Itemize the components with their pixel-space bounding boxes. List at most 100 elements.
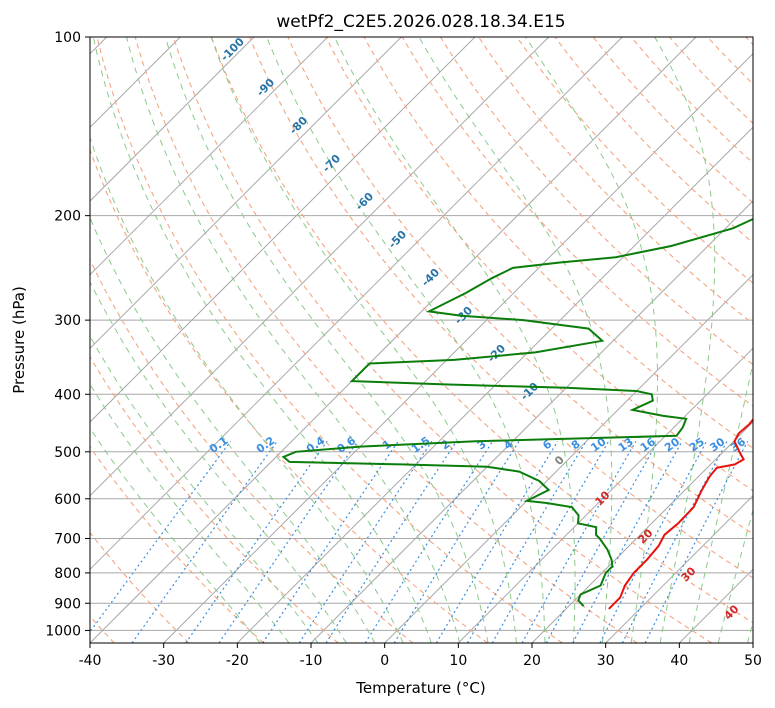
dry-adiabat-line xyxy=(325,37,753,492)
y-tick-label: 700 xyxy=(54,532,81,548)
dry-adiabat-line xyxy=(744,37,753,46)
mixing-ratio-line xyxy=(521,440,637,643)
background-lines xyxy=(90,24,775,643)
temperature-line xyxy=(608,417,753,610)
dewpoint-line xyxy=(281,217,753,607)
moist-adiabat-line xyxy=(418,37,613,643)
y-axis-label: Pressure (hPa) xyxy=(10,286,28,394)
moist-adiabat-line xyxy=(688,360,753,643)
isotherm-line xyxy=(605,494,753,643)
mixing-ratio-line xyxy=(393,440,520,643)
dry-adiabat-line xyxy=(439,37,753,366)
adiabat-label: -80 xyxy=(287,114,310,137)
mixing-ratio-line xyxy=(599,441,708,643)
adiabat-label: -60 xyxy=(353,190,376,213)
x-tick-label: 10 xyxy=(449,653,467,669)
mixing-ratio-label: 3 xyxy=(475,437,489,452)
dry-adiabat-line xyxy=(706,37,753,85)
isotherm-line xyxy=(236,126,753,643)
mixing-ratio-line xyxy=(621,441,728,643)
mixing-ratio-line xyxy=(298,440,433,643)
dry-adiabat-line xyxy=(96,37,563,643)
plot-area: 0.1 0.2 0.4 0.6 1 1.5 2 3 4 6 8 10 13 16 20 25 30 36-100-… xyxy=(90,24,775,643)
isotherm-line xyxy=(90,37,402,350)
isotherm-line xyxy=(90,37,623,571)
mixing-ratio-line xyxy=(644,441,749,643)
moist-adiabat-line xyxy=(90,216,376,643)
adiabat-label: -40 xyxy=(419,266,442,289)
moist-adiabat-line xyxy=(92,37,432,643)
y-tick-label: 400 xyxy=(54,387,81,403)
mixing-ratio-label: 0.1 xyxy=(207,434,230,456)
moist-adiabat-line xyxy=(747,620,753,643)
isotherm-line xyxy=(752,642,753,643)
y-tick-label: 800 xyxy=(54,566,81,582)
moist-adiabat-line xyxy=(164,37,489,643)
dry-adiabat-line xyxy=(287,37,753,535)
dry-adiabat-line xyxy=(771,24,775,643)
x-tick-label: 40 xyxy=(670,653,688,669)
chart-title: wetPf2_C2E5.2026.028.18.34.E15 xyxy=(276,12,565,32)
isotherm-line xyxy=(678,568,753,643)
adiabat-label: -90 xyxy=(254,76,277,99)
moist-adiabat-line xyxy=(90,335,319,643)
y-axis: 100 200 300 400 500 600 700 800 900 1000 xyxy=(45,30,90,639)
adiabat-label: 20 xyxy=(636,526,656,546)
moist-adiabat-line xyxy=(525,37,658,643)
moist-adiabat-line xyxy=(717,508,753,643)
moist-adiabat-line xyxy=(333,37,576,643)
mixing-ratio-label: 0.4 xyxy=(304,434,328,456)
y-tick-label: 900 xyxy=(54,596,81,612)
isotherm-line xyxy=(163,52,753,643)
dry-adiabat-line xyxy=(630,37,753,164)
isotherm-line xyxy=(457,347,753,643)
plot-frame xyxy=(89,36,754,644)
dry-adiabat-line xyxy=(134,37,638,643)
mixing-ratio-line xyxy=(262,440,399,643)
y-tick-label: 500 xyxy=(54,445,81,461)
adiabat-label: -100 xyxy=(218,35,247,64)
y-tick-label: 1000 xyxy=(45,623,81,639)
y-tick-label: 300 xyxy=(54,313,81,329)
moist-adiabat-line xyxy=(210,37,517,643)
isotherm-line xyxy=(90,37,550,497)
moist-adiabat-line xyxy=(654,37,716,643)
x-tick-label: 50 xyxy=(744,653,762,669)
dry-adiabat-line xyxy=(668,37,753,125)
mixing-ratio-label: 0.2 xyxy=(254,434,277,456)
dry-adiabat-line xyxy=(363,37,753,449)
moist-adiabat-line xyxy=(126,37,461,643)
x-axis-label: Temperature (°C) xyxy=(355,679,485,697)
dry-adiabat-line xyxy=(90,258,414,643)
mixing-ratio-line xyxy=(218,440,359,643)
y-tick-label: 600 xyxy=(54,492,81,508)
mixing-ratio-line xyxy=(364,440,494,643)
mixing-ratio-line xyxy=(325,440,458,643)
dry-adiabat-line xyxy=(401,37,753,407)
isotherm-line xyxy=(90,37,697,643)
dry-adiabat-line xyxy=(90,148,488,643)
isotherm-line xyxy=(384,273,753,643)
adiabat-label: -20 xyxy=(485,342,508,365)
mixing-ratio-line xyxy=(185,440,328,643)
x-tick-label: 20 xyxy=(523,653,541,669)
x-tick-label: -40 xyxy=(79,653,102,669)
y-tick-label: 200 xyxy=(54,209,81,225)
isotherm-line xyxy=(90,37,255,202)
isotherm-line xyxy=(90,37,476,423)
isotherm-line xyxy=(531,421,753,643)
mixing-ratio-line xyxy=(131,440,278,643)
x-tick-label: -30 xyxy=(152,653,175,669)
dry-adiabat-line xyxy=(90,355,339,643)
y-tick-label: 100 xyxy=(54,30,81,46)
adiabat-label: -10 xyxy=(518,380,541,403)
moist-adiabat-line xyxy=(90,136,404,643)
profile-lines xyxy=(281,217,753,610)
isotherm-line xyxy=(90,37,329,276)
mixing-ratio-line xyxy=(435,440,559,643)
x-tick-label: 0 xyxy=(380,653,389,669)
moist-adiabat-line xyxy=(266,37,546,643)
mixing-ratio-line xyxy=(491,440,610,643)
mixing-ratio-label: 2 xyxy=(439,437,453,452)
